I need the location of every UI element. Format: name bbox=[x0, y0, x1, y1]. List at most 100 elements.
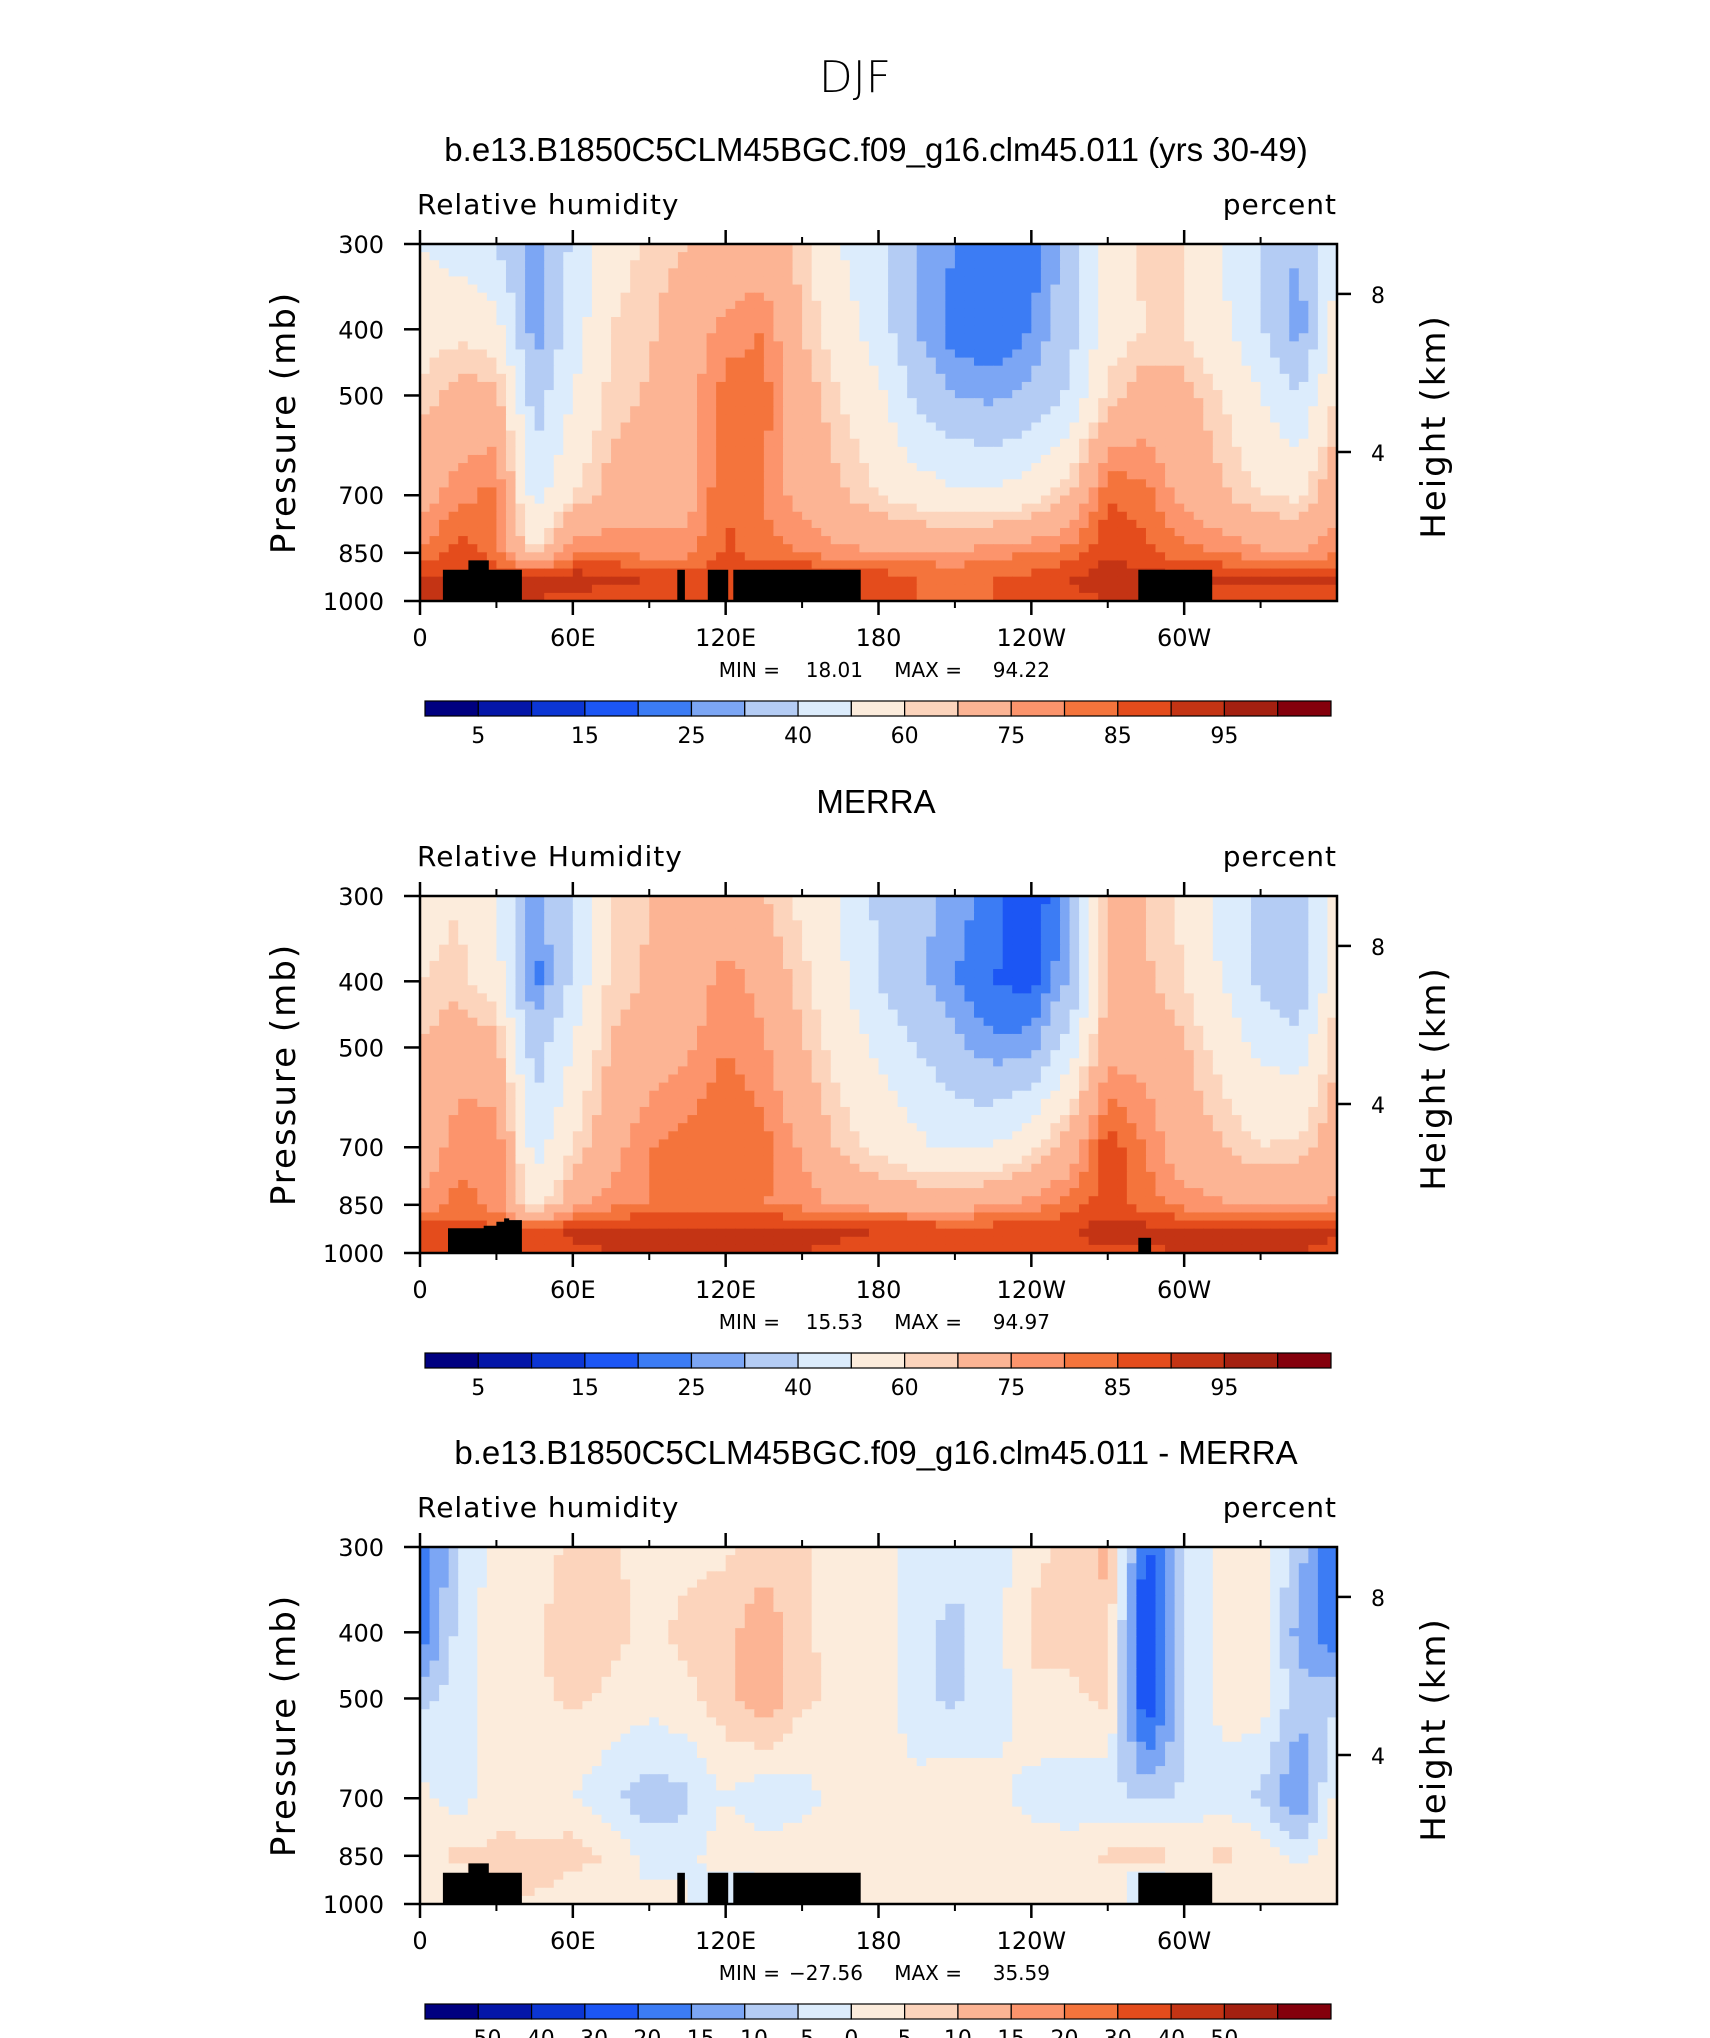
contour-cell bbox=[716, 365, 727, 375]
contour-cell bbox=[964, 325, 975, 334]
contour-cell bbox=[429, 536, 440, 545]
contour-cell bbox=[1260, 276, 1271, 286]
contour-cell bbox=[572, 357, 583, 367]
contour-cell bbox=[658, 422, 669, 432]
contour-cell bbox=[888, 495, 899, 505]
contour-cell bbox=[821, 414, 832, 424]
contour-cell bbox=[811, 928, 822, 938]
contour-cell bbox=[706, 365, 717, 375]
contour-cell bbox=[515, 390, 526, 399]
contour-cell bbox=[658, 928, 669, 938]
contour-cell bbox=[1203, 422, 1214, 432]
contour-cell bbox=[525, 463, 536, 472]
contour-cell bbox=[1059, 365, 1071, 375]
contour-cell bbox=[821, 454, 832, 464]
contour-cell bbox=[1251, 592, 1262, 601]
contour-cell bbox=[1136, 300, 1147, 310]
contour-cell bbox=[964, 430, 975, 440]
contour-cell bbox=[1317, 438, 1329, 448]
contour-cell bbox=[1308, 406, 1319, 415]
contour-cell bbox=[1069, 390, 1080, 399]
contour-cell bbox=[1079, 560, 1090, 570]
contour-cell bbox=[420, 414, 431, 424]
contour-cell bbox=[687, 536, 698, 545]
contour-cell bbox=[859, 268, 870, 278]
contour-cell bbox=[572, 244, 583, 253]
contour-cell bbox=[725, 284, 736, 294]
contour-cell bbox=[1126, 398, 1137, 407]
contour-cell bbox=[1145, 390, 1157, 399]
contour-cell bbox=[1222, 503, 1233, 513]
contour-cell bbox=[1231, 373, 1243, 383]
contour-cell bbox=[591, 912, 603, 921]
contour-cell bbox=[448, 463, 459, 472]
contour-cell bbox=[993, 244, 1004, 253]
contour-cell bbox=[1279, 936, 1290, 946]
contour-cell bbox=[1241, 317, 1252, 326]
contour-cell bbox=[821, 904, 832, 913]
contour-cell bbox=[735, 325, 746, 334]
contour-cell bbox=[706, 936, 717, 946]
contour-cell bbox=[496, 479, 507, 489]
contour-cell bbox=[1069, 276, 1080, 286]
contour-cell bbox=[916, 260, 927, 269]
contour-cell bbox=[907, 292, 918, 302]
contour-cell bbox=[572, 576, 583, 586]
contour-cell bbox=[1126, 390, 1137, 399]
contour-cell bbox=[993, 300, 1004, 310]
contour-cell bbox=[1145, 341, 1157, 351]
contour-cell bbox=[1069, 511, 1080, 521]
contour-cell bbox=[1012, 896, 1023, 905]
contour-cell bbox=[1317, 349, 1329, 359]
contour-cell bbox=[1317, 414, 1329, 424]
contour-cell bbox=[1145, 373, 1157, 383]
contour-cell bbox=[1298, 904, 1309, 913]
contour-cell bbox=[1165, 503, 1176, 513]
contour-cell bbox=[1203, 519, 1214, 529]
contour-cell bbox=[420, 519, 431, 529]
contour-cell bbox=[582, 463, 593, 472]
contour-cell bbox=[706, 928, 717, 938]
contour-cell bbox=[582, 552, 593, 562]
contour-cell bbox=[830, 373, 841, 383]
contour-cell bbox=[1327, 944, 1337, 954]
contour-cell bbox=[1117, 511, 1128, 521]
contour-cell bbox=[773, 544, 784, 553]
contour-cell bbox=[716, 560, 727, 570]
contour-cell bbox=[429, 341, 440, 351]
contour-cell bbox=[888, 381, 899, 391]
contour-cell bbox=[821, 536, 832, 545]
contour-cell bbox=[821, 341, 832, 351]
contour-cell bbox=[974, 936, 985, 946]
contour-cell bbox=[1212, 381, 1223, 391]
contour-cell bbox=[974, 357, 985, 367]
contour-cell bbox=[420, 357, 431, 367]
contour-cell bbox=[773, 944, 784, 954]
contour-cell bbox=[830, 414, 841, 424]
colorbar-label: 95 bbox=[1210, 724, 1238, 749]
contour-cell bbox=[1002, 495, 1013, 505]
contour-cell bbox=[697, 398, 708, 407]
contour-cell bbox=[687, 252, 698, 261]
contour-cell bbox=[1126, 519, 1137, 529]
contour-cell bbox=[935, 904, 946, 913]
contour-cell bbox=[735, 487, 746, 497]
contour-cell bbox=[706, 463, 717, 472]
contour-cell bbox=[515, 560, 526, 570]
contour-cell bbox=[1012, 308, 1023, 318]
contour-cell bbox=[687, 912, 698, 921]
contour-cell bbox=[1136, 398, 1147, 407]
contour-cell bbox=[439, 896, 450, 905]
contour-cell bbox=[477, 471, 488, 480]
contour-cell bbox=[1031, 325, 1042, 334]
contour-cell bbox=[515, 276, 526, 286]
contour-cell bbox=[477, 284, 488, 294]
contour-cell bbox=[649, 365, 660, 375]
contour-cell bbox=[1260, 454, 1271, 464]
contour-cell bbox=[1231, 390, 1243, 399]
contour-cell bbox=[983, 308, 994, 318]
contour-cell bbox=[1145, 300, 1157, 310]
figure-title: DJF bbox=[819, 52, 891, 103]
contour-cell bbox=[735, 276, 746, 286]
contour-cell bbox=[735, 904, 746, 913]
